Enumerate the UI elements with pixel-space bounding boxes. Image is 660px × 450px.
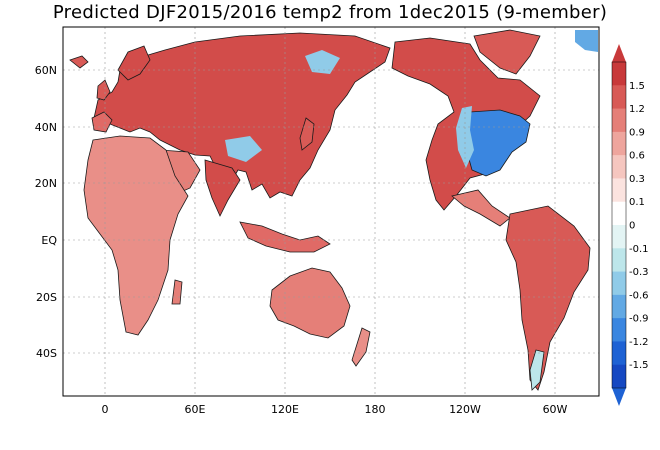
eurasia-land (93, 32, 391, 199)
colorbar-tick-label: -0.1 (629, 244, 649, 255)
lon-label-120w: 120W (449, 403, 481, 416)
colorbar-swatch (612, 131, 626, 156)
lat-label-20s: 20S (36, 291, 57, 304)
patagonia-cold (529, 349, 545, 391)
colorbar-tick-label: 0.6 (629, 151, 645, 162)
lat-label-40s: 40S (36, 347, 57, 360)
colorbar-swatch (612, 364, 626, 389)
australia-land (269, 267, 351, 339)
colorbar: 1.5 1.2 0.9 0.6 0.3 0.1 0 -0.1 -0.3 -0.6 -0.9 -1.2 -… (611, 44, 649, 406)
lon-label-120e: 120E (271, 403, 299, 416)
colorbar-tick-label: -1.5 (629, 360, 649, 371)
madagascar-land (171, 279, 183, 305)
land-fields (69, 29, 598, 391)
colorbar-swatch (612, 318, 626, 342)
map-border (62, 26, 600, 397)
greenland-land (473, 29, 541, 75)
colorbar-tick-label: -0.9 (629, 314, 649, 325)
alaska-cold (305, 50, 340, 74)
colorbar-bottom-arrow (612, 388, 626, 406)
colorbar-tick-label: 1.2 (629, 104, 645, 115)
map-title: Predicted DJF2015/2016 temp2 from 1dec20… (52, 2, 608, 23)
lat-label-40n: 40N (35, 121, 57, 134)
lon-label-0: 0 (102, 403, 109, 416)
lat-label-eq: EQ (41, 234, 57, 247)
colorbar-swatch (612, 85, 626, 110)
colorbar-swatch (612, 225, 626, 249)
greenland-cold (575, 30, 598, 52)
colorbar-border (611, 61, 627, 389)
india-land (204, 159, 241, 217)
colorbar-swatch (612, 62, 626, 86)
colorbar-tick-label: -0.3 (629, 267, 649, 278)
colorbar-swatch (612, 178, 626, 203)
lat-labels: 60N 40N 20N EQ 20S 40S (35, 64, 58, 360)
colorbar-tick-label: -0.6 (629, 290, 649, 301)
colorbar-swatch (612, 155, 626, 179)
scandinavia-land (117, 45, 151, 81)
centralamerica-land (451, 189, 511, 227)
iceland-land (69, 55, 89, 69)
colorbar-tick-label: 0.3 (629, 174, 645, 185)
newzealand-land (351, 327, 371, 367)
uk-land (96, 79, 111, 101)
southamerica-land (505, 205, 591, 391)
colorbar-tick-label: 0 (629, 221, 635, 232)
iberia-land (91, 111, 113, 133)
colorbar-tick-label: 1.5 (629, 81, 645, 92)
colorbar-swatch (612, 201, 626, 226)
colorbar-swatch (612, 108, 626, 133)
colorbar-swatch (612, 341, 626, 366)
colorbar-tick-label: 0.1 (629, 197, 645, 208)
lon-label-180: 180 (365, 403, 386, 416)
lon-labels: 0 60E 120E 180 120W 60W (102, 403, 568, 416)
lat-label-20n: 20N (35, 177, 57, 190)
lon-label-60w: 60W (543, 403, 568, 416)
africa-land (83, 135, 189, 336)
colorbar-swatch (612, 271, 626, 296)
gridlines (63, 27, 599, 396)
lat-label-60n: 60N (35, 64, 57, 77)
lon-label-60e: 60E (185, 403, 206, 416)
japan-land (299, 117, 315, 151)
colorbar-tick-label: 0.9 (629, 127, 645, 138)
colorbar-top-arrow (612, 44, 626, 62)
colorbar-swatch (612, 248, 626, 273)
colorbar-tick-label: -1.2 (629, 337, 649, 348)
colorbar-swatch (612, 294, 626, 319)
tibet-cold (225, 136, 262, 162)
